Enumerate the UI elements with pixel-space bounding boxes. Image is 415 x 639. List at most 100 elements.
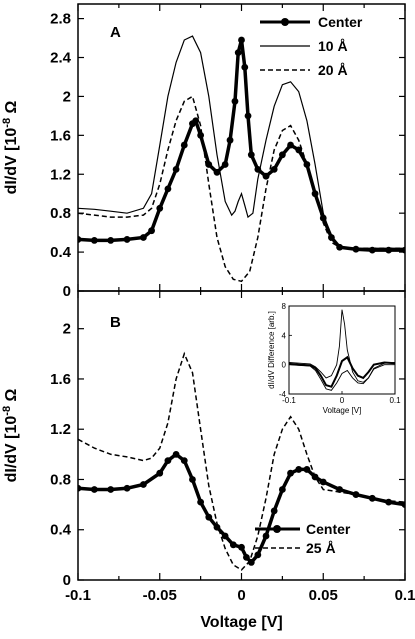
shared-x-axis: -0.1 -0.05 0 0.05 0.1 Voltage [V] xyxy=(65,587,415,631)
panel-b-series-0-point xyxy=(78,484,82,492)
panel-a-series-0-point xyxy=(270,165,278,173)
panel-b-series-0-point xyxy=(205,513,213,521)
panel-a-series-0-point xyxy=(107,237,115,244)
inset-y-axis-label: dI/dV Difference [arb.] xyxy=(267,311,276,389)
legend-b-marker-0 xyxy=(273,525,281,533)
panel-a-series-0-point xyxy=(234,49,242,57)
inset-y-tick-label: 0 xyxy=(282,361,287,370)
panel-a-series-2-line xyxy=(78,95,405,283)
panel-b-series-0-point xyxy=(90,486,98,493)
panel-a-y-axis-label-base: dI/dV [10 xyxy=(3,128,20,195)
panel-a-y-tick-label: 2.4 xyxy=(50,50,72,67)
inset-x-tick-label: -0.1 xyxy=(282,396,296,405)
panel-a-series-0-point xyxy=(247,151,255,159)
panel-b-series-0-point xyxy=(180,457,188,465)
panel-a-y-axis-label-exponent: -8 xyxy=(1,118,13,128)
panel-a-series-0-point xyxy=(278,151,286,159)
panel-a-y-axis-label-unit: Ω xyxy=(3,100,20,117)
panel-a-y-tick-label: 0.8 xyxy=(50,205,71,222)
panel-b-y-tick-label: 0.4 xyxy=(50,522,72,539)
panel-a-y-tick-label: 1.6 xyxy=(50,127,71,144)
panel-b-series-0-point xyxy=(303,466,311,473)
panel-a: 0 0.4 0.8 1.2 1.6 2 2.4 2.8 dI/dV [10-8 Ω A Center… xyxy=(1,3,406,300)
panel-b-series-0-point xyxy=(262,532,270,540)
legend-a-label-1: 10 Å xyxy=(318,38,348,54)
panel-b-y-tick-label: 1.2 xyxy=(50,421,71,438)
inset-x-axis-label: Voltage [V] xyxy=(323,406,362,415)
legend-a-marker-0 xyxy=(281,18,289,26)
panel-b-legend: Center 25 Å xyxy=(255,521,351,556)
panel-b-series-0-point xyxy=(270,507,278,515)
panel-b-y-axis-label-exponent: -8 xyxy=(1,406,13,416)
panel-b-series-0-point xyxy=(295,466,303,473)
legend-b-label-1: 25 Å xyxy=(306,540,336,556)
x-axis-label: Voltage [V] xyxy=(200,614,282,631)
panel-a-series-0-point xyxy=(140,234,147,241)
panel-a-series-0-point xyxy=(287,141,294,149)
legend-b-label-0: Center xyxy=(306,521,351,537)
panel-b-series-0-point xyxy=(401,501,405,509)
panel-a-series-0-point xyxy=(164,185,172,193)
panel-a-series-1-line xyxy=(78,35,405,249)
panel-b-y-tick-label: 0 xyxy=(63,572,71,589)
inset-y-tick-label: 4 xyxy=(282,331,287,340)
panel-b-series-0-point xyxy=(229,541,237,549)
panel-a-series-group xyxy=(78,35,405,283)
panel-a-letter: A xyxy=(110,24,121,41)
panel-a-y-tick-label: 2.8 xyxy=(50,11,71,28)
panel-a-series-0-point xyxy=(78,236,82,243)
panel-b-series-0-point xyxy=(197,498,205,506)
panel-b-y-axis-label: dI/dV [10-8 Ω xyxy=(1,388,20,482)
panel-b-series-0-point xyxy=(287,469,294,477)
inset-series-1-line xyxy=(288,355,396,388)
inset-x-tick-label: 0 xyxy=(340,396,345,405)
panel-a-series-0-point xyxy=(221,161,229,168)
panel-a-series-0-point xyxy=(231,97,239,105)
inset-y-tick-label: 8 xyxy=(282,302,287,311)
panel-a-series-0-point xyxy=(244,112,252,120)
panel-a-y-axis-label: dI/dV [10-8 Ω xyxy=(1,100,20,194)
panel-a-y-tick-label: 0 xyxy=(63,283,71,300)
panel-b-y-tick-label: 1.6 xyxy=(50,371,71,388)
inset-series-2-line xyxy=(288,364,395,391)
inset-x-tick-label: 0.1 xyxy=(389,396,401,405)
panel-a-y-tick-label: 2 xyxy=(63,88,71,105)
panel-a-series-0-point xyxy=(192,117,200,125)
panel-b-series-0-point xyxy=(238,543,245,551)
legend-a-label-0: Center xyxy=(318,14,363,30)
x-tick-label: 0.1 xyxy=(395,587,415,604)
panel-a-series-0-point xyxy=(205,161,213,168)
panel-b-series-0-point xyxy=(368,494,376,502)
panel-b-series-group xyxy=(78,351,405,571)
panel-b-series-0-point xyxy=(164,457,172,465)
panel-a-series-0-point xyxy=(238,36,245,44)
inset: -4 0 4 8 -0.1 0 0.1 Voltage [V] dI/dV Difference… xyxy=(267,302,401,415)
panel-a-y-tick-label: 1.2 xyxy=(50,166,71,183)
panel-a-series-0-point xyxy=(180,141,188,149)
panel-b-series-0-point xyxy=(319,478,327,486)
panel-b-series-0-point xyxy=(243,553,250,561)
x-tick-label: 0 xyxy=(237,587,245,604)
panel-a-series-0-point xyxy=(172,165,180,173)
panel-a-series-0-point xyxy=(148,227,155,235)
panel-a-series-0-point xyxy=(226,136,234,144)
panel-b-series-0-point xyxy=(123,484,131,492)
panel-b-series-0-point xyxy=(107,486,115,493)
panel-a-series-0-point xyxy=(213,168,221,176)
panel-b-series-0-point xyxy=(156,469,164,477)
panel-a-series-0-point xyxy=(352,245,360,253)
panel-b-letter: B xyxy=(110,314,121,331)
panel-b-series-0-point xyxy=(213,523,221,531)
panel-a-series-0-point xyxy=(262,172,270,180)
panel-a-series-0-line xyxy=(78,39,405,252)
panel-a-series-0-point xyxy=(303,161,311,168)
x-tick-label: 0.05 xyxy=(309,587,338,604)
x-tick-label: -0.05 xyxy=(143,587,177,604)
panel-b-series-0-point xyxy=(140,481,147,488)
panel-b-series-0-point xyxy=(278,486,286,493)
x-tick-label: -0.1 xyxy=(65,587,91,604)
panel-a-series-0-point xyxy=(241,63,249,71)
panel-a-legend: Center 10 Å 20 Å xyxy=(260,14,363,78)
legend-a-label-2: 20 Å xyxy=(318,62,348,78)
panel-b-series-0-point xyxy=(189,476,196,483)
